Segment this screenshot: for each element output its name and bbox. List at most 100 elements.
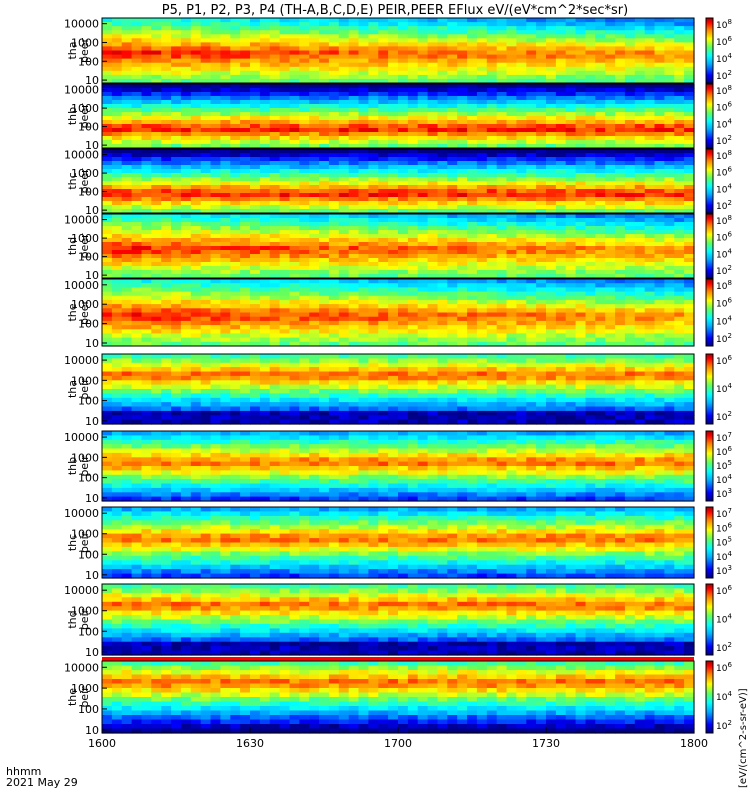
heatmap-cell <box>388 144 399 149</box>
heatmap-cell <box>358 312 369 318</box>
heatmap-cell <box>299 254 310 259</box>
heatmap-cell <box>388 291 399 297</box>
heatmap-cell <box>644 62 656 68</box>
heatmap-cell <box>496 316 508 322</box>
heatmap-cell <box>240 279 251 284</box>
heatmap-cell <box>427 299 439 305</box>
heatmap-cell <box>526 50 537 56</box>
heatmap-cell <box>585 62 596 68</box>
heatmap-cell <box>388 165 399 170</box>
heatmap-cell <box>624 120 636 125</box>
heatmap-cell <box>121 246 133 251</box>
heatmap-cell <box>210 254 221 259</box>
heatmap-cell <box>684 124 695 129</box>
heatmap-cell <box>151 197 162 202</box>
heatmap-cell <box>536 128 547 133</box>
heatmap-cell <box>279 161 291 166</box>
heatmap-cell <box>457 341 468 347</box>
heatmap-cell <box>674 274 685 279</box>
heatmap-cell <box>368 316 379 322</box>
heatmap-cell <box>624 144 636 149</box>
heatmap-cell <box>516 333 527 339</box>
heatmap-cell <box>437 222 448 227</box>
heatmap-cell <box>328 100 340 105</box>
heatmap-cell <box>220 250 231 255</box>
heatmap-cell <box>309 279 320 284</box>
heatmap-cell <box>131 96 143 101</box>
heatmap-cell <box>309 26 320 31</box>
heatmap-cell <box>358 165 369 170</box>
heatmap-cell <box>674 38 685 43</box>
heatmap-cell <box>269 18 281 23</box>
heatmap-cell <box>575 325 587 330</box>
heatmap-cell <box>151 230 162 235</box>
heatmap-cell <box>555 197 567 202</box>
heatmap-cell <box>605 291 616 297</box>
heatmap-cell <box>338 62 350 68</box>
heatmap-cell <box>121 337 133 343</box>
heatmap-cell <box>309 18 320 23</box>
heatmap-cell <box>615 304 626 309</box>
heatmap-cell <box>131 371 143 377</box>
heatmap-cell <box>437 132 448 137</box>
panel-label-probe: tha <box>66 41 79 59</box>
heatmap-cell <box>654 226 665 231</box>
heatmap-cell <box>328 46 340 52</box>
heatmap-cell <box>279 189 291 194</box>
heatmap-cell <box>398 181 409 186</box>
heatmap-cell <box>102 96 113 101</box>
heatmap-cell <box>358 193 369 198</box>
heatmap-cell <box>447 70 458 76</box>
heatmap-cell <box>111 410 123 416</box>
heatmap-cell <box>269 262 281 267</box>
heatmap-cell <box>269 218 281 223</box>
heatmap-cell <box>269 140 281 145</box>
heatmap-cell <box>368 258 379 263</box>
heatmap-cell <box>565 258 577 263</box>
heatmap-cell <box>250 140 261 145</box>
heatmap-cell <box>388 104 399 109</box>
heatmap-cell <box>190 329 202 335</box>
heatmap-cell <box>674 58 685 64</box>
heatmap-cell <box>328 304 340 309</box>
heatmap-cell <box>210 116 221 121</box>
heatmap-cell <box>516 254 527 259</box>
heatmap-cell <box>328 274 340 279</box>
heatmap-cell <box>644 337 656 343</box>
heatmap-cell <box>368 299 379 305</box>
heatmap-cell <box>190 266 202 271</box>
heatmap-cell <box>121 108 133 113</box>
heatmap-cell <box>427 153 439 158</box>
heatmap-cell <box>634 254 646 259</box>
heatmap-cell <box>605 266 616 271</box>
heatmap-cell <box>654 185 665 190</box>
heatmap-cell <box>171 197 182 202</box>
heatmap-cell <box>536 22 547 27</box>
heatmap-cell <box>279 299 291 305</box>
heatmap-cell <box>309 308 320 314</box>
heatmap-cell <box>476 30 488 35</box>
heatmap-cell <box>220 54 231 60</box>
heatmap-cell <box>546 161 557 166</box>
heatmap-cell <box>220 74 231 80</box>
heatmap-cell <box>279 74 291 80</box>
heatmap-cell <box>358 291 369 297</box>
heatmap-cell <box>200 234 212 239</box>
heatmap-cell <box>486 312 498 318</box>
heatmap-cell <box>328 242 340 247</box>
heatmap-cell <box>575 144 587 149</box>
heatmap-cell <box>417 230 429 235</box>
heatmap-cell <box>200 88 212 93</box>
heatmap-cell <box>259 341 271 347</box>
heatmap-cell <box>338 193 350 198</box>
heatmap-cell <box>565 226 577 231</box>
heatmap-cell <box>447 38 458 43</box>
heatmap-cell <box>319 173 330 178</box>
heatmap-cell <box>467 283 478 288</box>
heatmap-cell <box>684 132 695 137</box>
heatmap-cell <box>279 308 291 314</box>
heatmap-cell <box>654 189 665 194</box>
heatmap-cell <box>467 262 478 267</box>
heatmap-cell <box>299 104 310 109</box>
heatmap-cell <box>121 226 133 231</box>
